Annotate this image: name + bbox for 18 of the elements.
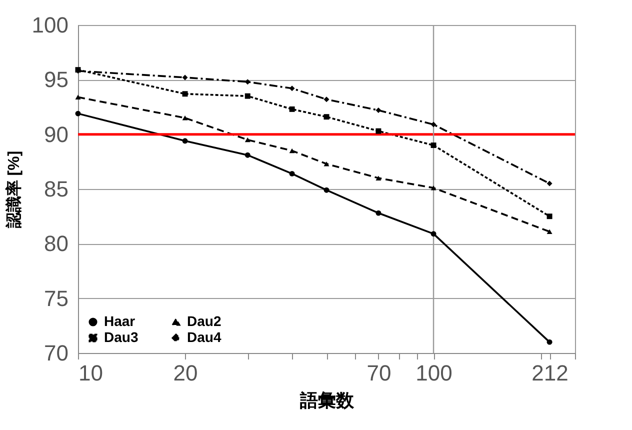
y-tick-label: 85 (44, 176, 68, 202)
x-tick-label: 212 (532, 360, 568, 386)
y-tick-label: 100 (32, 12, 68, 38)
x-tick-label: 70 (366, 360, 392, 386)
x-tick-label: 100 (416, 360, 452, 386)
legend-label: Haar (104, 313, 136, 329)
legend-label: Dau2 (187, 313, 222, 329)
y-tick-label: 95 (44, 67, 68, 92)
x-tick-label: 20 (173, 360, 198, 386)
x-axis-title: 語彙数 (299, 390, 355, 410)
y-tick-label: 90 (44, 122, 68, 147)
legend-label: Dau3 (104, 329, 138, 345)
legend-label: Dau4 (187, 329, 222, 345)
y-tick-label: 80 (44, 231, 68, 256)
y-axis-title: 認識率 [%] (4, 150, 23, 230)
y-tick-label: 75 (44, 286, 68, 311)
x-tick-label: 10 (78, 360, 103, 386)
y-tick-label: 70 (44, 340, 68, 366)
